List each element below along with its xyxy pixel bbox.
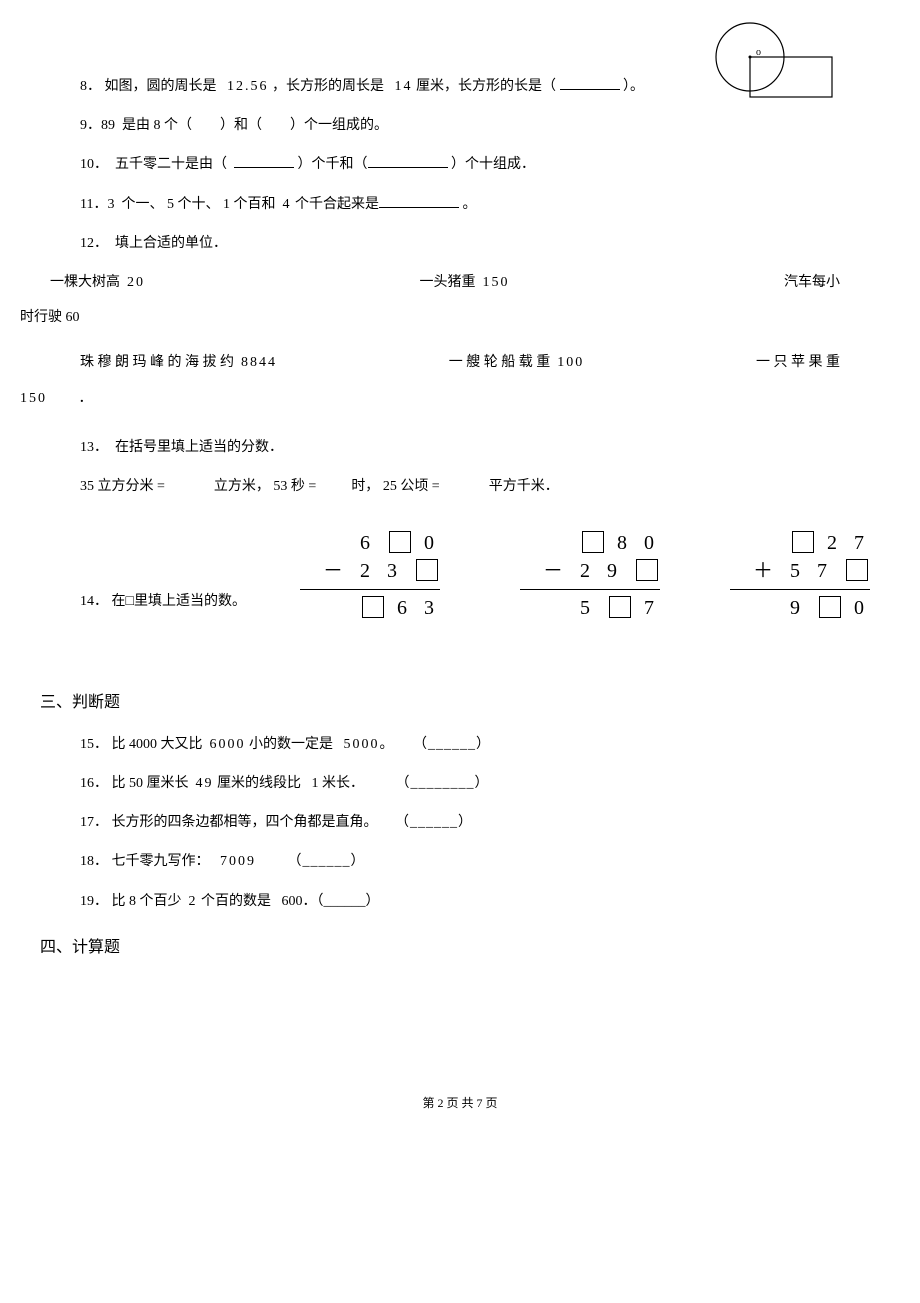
q12-row1: 一棵大树高 20 一头猪重 150 汽车每小	[50, 270, 840, 295]
question-13: 13． 在括号里填上适当的分数．	[80, 435, 840, 460]
q11-blank[interactable]	[379, 194, 459, 208]
q12-title: 填上合适的单位．	[115, 236, 227, 251]
question-9: 9．89 是由 8 个（ ）和（ ）个一组成的。	[80, 113, 840, 138]
q12-r2c: 一 只 苹 果 重	[756, 350, 840, 375]
question-12: 12． 填上合适的单位．	[80, 231, 840, 256]
q13-e: 25 公顷 =	[383, 479, 440, 494]
q18-paren[interactable]: （______）	[288, 854, 366, 869]
q10-b2[interactable]	[368, 154, 448, 168]
q15-paren[interactable]: （______）	[413, 737, 491, 752]
q8-text: 如图，圆的周长是	[105, 79, 217, 94]
page: o 8． 如图，圆的周长是 12.56 ，长方形的周长是 14 厘米，长方形的长…	[0, 0, 920, 1154]
q12-num: 12．	[80, 236, 108, 251]
question-10: 10． 五千零二十是由（ ）个千和（ ）个十组成．	[80, 152, 840, 177]
q12-r2b: 一 艘 轮 船 载 重 100	[449, 350, 585, 375]
question-11: 11．3 个一、 5 个十、 1 个百和 4 个千合起来是 。	[80, 192, 840, 217]
box[interactable]	[792, 531, 814, 553]
q13-c: 53 秒 =	[273, 479, 316, 494]
q12-r1c2: 时行驶 60	[20, 305, 840, 330]
q8-tc: 厘米，长方形的长是（	[416, 79, 556, 94]
q11-num: 11．3	[80, 197, 114, 212]
q17-paren[interactable]: （______）	[395, 815, 473, 830]
question-16: 16． 比 50 厘米长 49 厘米的线段比 1 米长． （________）	[80, 771, 840, 796]
q11-tc: 。	[462, 197, 476, 212]
q8-figure: o	[710, 19, 840, 118]
page-footer: 第 2 页 共 7 页	[80, 1093, 840, 1115]
q13-d: 时，	[351, 479, 379, 494]
section-3-title: 三、判断题	[40, 689, 840, 718]
q10-ta: 五千零二十是由（	[115, 157, 227, 172]
question-15: 15． 比 4000 大又比 6000 小的数一定是 5000。 （______…	[80, 732, 840, 757]
box[interactable]	[389, 531, 411, 553]
q10-tb: ）个千和（	[298, 157, 368, 172]
q12-r2c2: 150 ．	[20, 386, 840, 411]
q11-tb: 个千合起来是	[295, 197, 379, 212]
question-13-body: 35 立方分米 = 立方米， 53 秒 = 时， 25 公顷 = 平方千米．	[80, 474, 840, 499]
question-17: 17． 长方形的四条边都相等，四个角都是直角。 （______）	[80, 810, 840, 835]
q10-tc: ）个十组成．	[451, 157, 535, 172]
q10-b1[interactable]	[234, 154, 294, 168]
q13-b: 立方米，	[214, 479, 270, 494]
q14-label: 14． 在□里填上适当的数。	[80, 589, 246, 614]
q12-r1c: 汽车每小	[784, 270, 840, 295]
box[interactable]	[362, 596, 384, 618]
box[interactable]	[846, 559, 868, 581]
q16-paren[interactable]: （________）	[396, 776, 490, 791]
question-8: o 8． 如图，圆的周长是 12.56 ，长方形的周长是 14 厘米，长方形的长…	[80, 74, 840, 99]
q13-title: 在括号里填上适当的分数．	[115, 440, 283, 455]
q8-td: ）。	[623, 79, 644, 94]
q8-v1: 12.56	[227, 79, 269, 94]
box[interactable]	[416, 559, 438, 581]
q9-tc: ）个一组成的。	[290, 118, 388, 133]
q14-col1: 6 0 － 2 3 6 3	[300, 529, 440, 622]
q12-r2a: 珠 穆 朗 玛 峰 的 海 拔 约 8844	[80, 350, 277, 375]
q9-ta: 是由 8 个（	[122, 118, 192, 133]
question-19: 19． 比 8 个百少 2 个百的数是 600．（______）	[80, 889, 840, 914]
q9-tb: ）和（	[220, 118, 262, 133]
q9-num: 9．89	[80, 118, 115, 133]
section-4-title: 四、计算题	[40, 934, 840, 963]
question-18: 18． 七千零九写作： 7009 （______）	[80, 849, 840, 874]
q14-col2: 8 0 － 2 9 5 7	[520, 529, 660, 622]
q11-v: 4	[282, 197, 291, 212]
box[interactable]	[819, 596, 841, 618]
q12-r1b: 一头猪重 150	[420, 270, 510, 295]
box[interactable]	[609, 596, 631, 618]
q11-ta: 个一、 5 个十、 1 个百和	[121, 197, 275, 212]
q13-a: 35 立方分米 =	[80, 479, 165, 494]
svg-text:o: o	[756, 47, 761, 58]
box[interactable]	[582, 531, 604, 553]
q13-num: 13．	[80, 440, 108, 455]
q8-blank[interactable]	[560, 76, 620, 90]
question-14: 14． 在□里填上适当的数。 6 0 － 2 3 6 3 8 0 － 2 9 5…	[80, 529, 840, 669]
box[interactable]	[636, 559, 658, 581]
q12-row2: 珠 穆 朗 玛 峰 的 海 拔 约 8844 一 艘 轮 船 载 重 100 一…	[80, 350, 840, 375]
q8-v2: 14	[395, 79, 413, 94]
q12-r1a: 一棵大树高 20	[50, 270, 145, 295]
q8-tb: ，长方形的周长是	[272, 79, 384, 94]
q13-f: 平方千米．	[489, 479, 559, 494]
q14-col3: 2 7 ＋ 5 7 9 0	[730, 529, 870, 622]
q8-num: 8．	[80, 79, 101, 94]
q10-num: 10．	[80, 157, 108, 172]
